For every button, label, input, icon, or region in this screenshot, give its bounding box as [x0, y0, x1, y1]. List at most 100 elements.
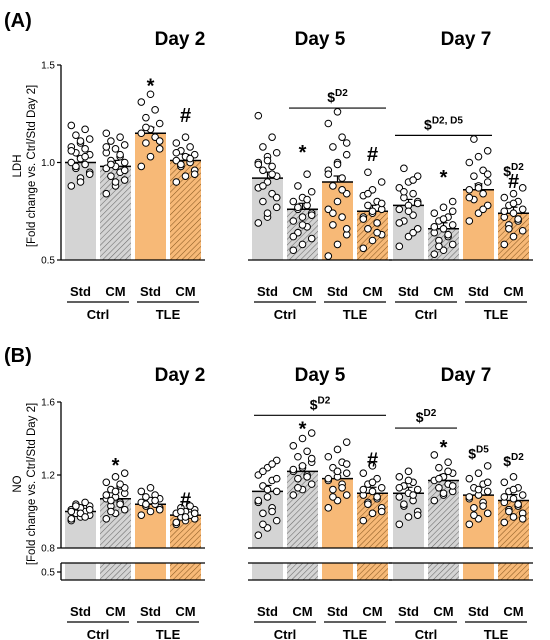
data-point	[435, 242, 443, 251]
data-point	[116, 500, 124, 509]
data-point	[500, 240, 509, 249]
significance-hash: #	[180, 490, 191, 512]
data-point	[430, 223, 439, 231]
data-point	[342, 139, 351, 147]
data-point	[272, 474, 281, 483]
data-point	[263, 485, 272, 494]
bar-lower	[252, 563, 283, 580]
dollar-annotation: $D2	[503, 162, 524, 179]
data-point	[303, 473, 311, 481]
data-point	[137, 129, 146, 138]
data-point	[172, 178, 181, 186]
data-point	[151, 106, 159, 114]
data-point	[142, 500, 150, 509]
data-point	[272, 203, 281, 212]
data-point	[509, 494, 518, 503]
data-point	[333, 467, 342, 476]
data-point	[307, 454, 316, 463]
data-point	[294, 483, 302, 492]
data-point	[272, 487, 281, 496]
data-point	[307, 480, 316, 488]
data-point	[364, 225, 372, 233]
data-point	[413, 199, 422, 208]
day-title: Day 5	[295, 29, 346, 50]
data-point	[146, 152, 155, 161]
data-point	[324, 474, 333, 483]
data-point	[298, 434, 307, 443]
data-point	[465, 186, 474, 194]
data-point	[329, 143, 337, 151]
dollar-superscript: D2	[318, 395, 331, 406]
data-point	[303, 195, 311, 204]
group-label: Ctrl	[274, 307, 296, 322]
data-point	[259, 197, 267, 206]
data-point	[518, 491, 527, 499]
data-point	[333, 197, 342, 206]
data-point	[289, 217, 298, 225]
data-point	[102, 478, 111, 487]
data-point	[254, 219, 263, 227]
significance-hash: #	[180, 105, 191, 127]
data-point	[81, 498, 89, 507]
dollar-annotation: $D2	[327, 88, 348, 105]
data-point	[81, 160, 89, 169]
data-point	[329, 221, 337, 229]
y-tick-label: 1.0	[41, 158, 55, 169]
data-point	[303, 447, 311, 456]
bar-lower	[65, 563, 96, 580]
data-point	[479, 502, 487, 510]
data-point	[465, 474, 474, 483]
data-point	[186, 502, 194, 510]
data-point	[111, 178, 120, 186]
panel-a-ylabel: LDH [Fold change vs. Ctrl/Std Day 2]	[12, 85, 38, 247]
data-point	[395, 205, 404, 214]
panel-b-ylabel-sub: [Fold change vs. Ctrl/Std Day 2]	[26, 403, 38, 565]
significance-hash: #	[367, 144, 378, 166]
data-point	[430, 209, 439, 217]
data-point	[259, 509, 267, 518]
data-point	[338, 133, 346, 141]
data-point	[263, 493, 272, 501]
data-point	[474, 469, 483, 477]
group-label: TLE	[156, 627, 181, 640]
data-point	[107, 137, 115, 145]
data-point	[72, 502, 80, 510]
data-point	[364, 168, 372, 177]
y-tick-label: 0.8	[41, 544, 55, 555]
data-point	[172, 518, 181, 527]
dollar-annotation: $D2	[416, 408, 437, 425]
data-point	[172, 148, 181, 157]
group-label: Ctrl	[274, 627, 296, 640]
data-point	[85, 170, 94, 178]
category-label: Std	[140, 604, 161, 619]
y-tick-label: 1.2	[41, 471, 55, 482]
data-point	[137, 162, 146, 171]
data-point	[404, 467, 413, 476]
data-point	[413, 485, 422, 494]
data-point	[483, 462, 492, 470]
data-point	[102, 143, 111, 151]
data-point	[368, 478, 377, 487]
data-point	[268, 460, 276, 468]
data-point	[448, 207, 457, 216]
category-label: CM	[292, 284, 312, 299]
data-point	[85, 135, 94, 143]
dollar-sign: $	[503, 163, 511, 179]
data-point	[444, 467, 452, 476]
panel-a-ylabel-sub: [Fold change vs. Ctrl/Std Day 2]	[26, 85, 38, 247]
subplot-day-2: Day 2 Std CM Std CM Ctrl TLE * #	[61, 365, 205, 640]
data-point	[324, 504, 333, 512]
panel-a: (A) LDH [Fold change vs. Ctrl/Std Day 2]…	[4, 10, 533, 322]
data-point	[518, 226, 527, 235]
data-point	[155, 137, 164, 145]
data-point	[400, 187, 408, 196]
data-point	[342, 438, 351, 446]
data-point	[102, 491, 111, 499]
data-point	[181, 513, 190, 521]
data-point	[329, 485, 337, 494]
data-point	[107, 160, 115, 169]
significance-star: *	[440, 167, 448, 189]
data-point	[137, 98, 146, 106]
bar-lower	[393, 563, 424, 580]
